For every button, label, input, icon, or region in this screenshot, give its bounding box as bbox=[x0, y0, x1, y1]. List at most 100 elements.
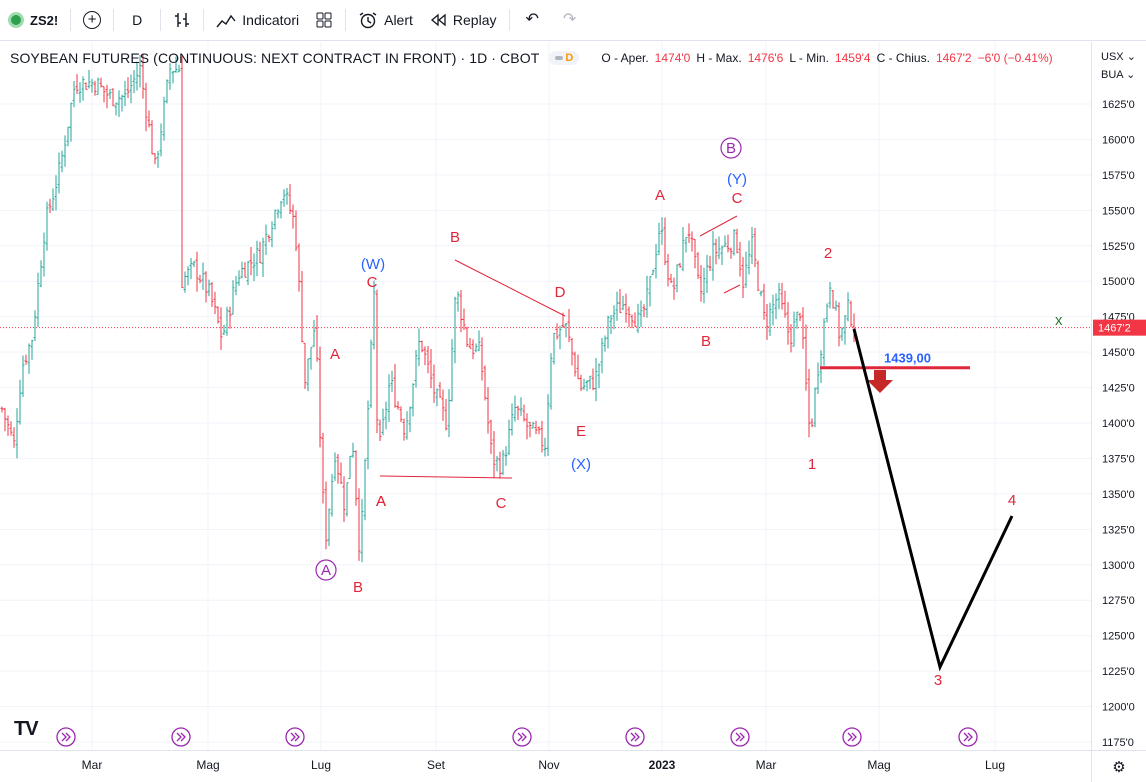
divider bbox=[203, 9, 205, 31]
time-tick-label: Nov bbox=[538, 758, 559, 772]
event-icon-arrows bbox=[290, 732, 300, 742]
last-price-label: 1467'2 bbox=[1098, 323, 1131, 335]
price-tick-label: 1625'0 bbox=[1102, 99, 1135, 111]
indicators-label: Indicatori bbox=[242, 12, 300, 28]
symbol-status-icon bbox=[8, 12, 24, 28]
time-tick-label: Set bbox=[427, 758, 446, 772]
target-level-label: 1439,00 bbox=[884, 351, 931, 366]
alert-button[interactable]: Alert bbox=[350, 0, 421, 41]
undo-icon: ↶ bbox=[525, 11, 539, 28]
x-marker: x bbox=[1055, 312, 1063, 329]
symbol-label: ZS2! bbox=[30, 12, 59, 28]
wave-label-w: (W) bbox=[361, 256, 385, 273]
triangle-lower-line bbox=[379, 475, 513, 479]
interval-button[interactable]: D bbox=[118, 0, 156, 41]
market-status-badge[interactable]: D bbox=[549, 51, 580, 65]
undo-button[interactable]: ↶ bbox=[514, 0, 551, 41]
event-icon-arrows bbox=[517, 732, 527, 742]
open-value: 1474'0 bbox=[654, 51, 691, 65]
event-icon-arrows bbox=[963, 732, 973, 742]
replay-button[interactable]: Replay bbox=[421, 0, 505, 41]
alarm-clock-icon bbox=[359, 12, 377, 29]
currency-label[interactable]: USX ⌄ bbox=[1101, 48, 1136, 66]
wave-label-b1: B bbox=[353, 579, 363, 596]
rewind-icon bbox=[430, 13, 446, 27]
open-label: O - Aper. bbox=[601, 51, 649, 65]
wave-label-n1: 1 bbox=[808, 456, 816, 473]
symbol-description[interactable]: SOYBEAN FUTURES (CONTINUOUS: NEXT CONTRA… bbox=[10, 50, 540, 66]
price-tick-label: 1325'0 bbox=[1102, 524, 1135, 536]
wave-label-a_tri: A bbox=[376, 493, 386, 510]
grid-lines bbox=[0, 42, 1091, 750]
time-tick-label: Mar bbox=[756, 758, 777, 772]
time-tick-label: Mag bbox=[867, 758, 890, 772]
indicators-icon bbox=[216, 14, 236, 28]
channel-lower-line bbox=[723, 284, 741, 294]
chart-type-button[interactable] bbox=[165, 0, 199, 41]
fast-forward-circle-icon[interactable] bbox=[842, 727, 862, 747]
price-bars bbox=[0, 53, 856, 563]
redo-icon: ↷ bbox=[562, 11, 577, 28]
price-tick-label: 1350'0 bbox=[1102, 489, 1135, 501]
price-tick-label: 1450'0 bbox=[1102, 347, 1135, 359]
chart-pane[interactable]: 1439,00 x A B (W) (X) (Y) A C A B B D E A C A B C 1 2 3 4 bbox=[0, 42, 1091, 750]
wave-label-e_tri: E bbox=[576, 423, 586, 440]
status-dot-icon bbox=[555, 56, 564, 60]
redo-button[interactable]: ↷ bbox=[551, 0, 588, 41]
low-value: 1459'4 bbox=[834, 51, 871, 65]
channel-upper-line bbox=[699, 215, 738, 237]
wave-label-c3: C bbox=[732, 190, 743, 207]
wave-label-n3: 3 bbox=[934, 672, 942, 689]
unit-label[interactable]: BUA ⌄ bbox=[1101, 66, 1136, 84]
fast-forward-circle-icon[interactable] bbox=[285, 727, 305, 747]
triangle-upper-line bbox=[454, 259, 566, 317]
time-tick-label: Mag bbox=[196, 758, 219, 772]
wave-label-circ_b: B bbox=[726, 140, 736, 157]
indicators-button[interactable]: Indicatori bbox=[208, 0, 307, 41]
price-tick-label: 1200'0 bbox=[1102, 702, 1135, 714]
fast-forward-circle-icon[interactable] bbox=[56, 727, 76, 747]
alert-label: Alert bbox=[384, 12, 413, 28]
layouts-button[interactable] bbox=[307, 0, 341, 41]
gear-icon: ⚙ bbox=[1112, 758, 1126, 776]
divider bbox=[345, 9, 347, 31]
symbol-search[interactable]: ZS2! bbox=[0, 0, 66, 41]
price-tick-label: 1425'0 bbox=[1102, 383, 1135, 395]
wave-label-b_tri: B bbox=[450, 229, 460, 246]
bars-chart-type-icon bbox=[175, 13, 190, 27]
change-value: −6'0 (−0.41%) bbox=[977, 51, 1053, 65]
price-tick-label: 1400'0 bbox=[1102, 418, 1135, 430]
event-icon-arrows bbox=[847, 732, 857, 742]
chart-settings-button[interactable]: ⚙ bbox=[1091, 750, 1146, 782]
wave-label-a3: A bbox=[655, 187, 665, 204]
interval-label: D bbox=[132, 12, 143, 28]
time-tick-label: Lug bbox=[985, 758, 1005, 772]
time-axis-scale: Mar Mag Lug Set Nov 2023 Mar Mag Lug bbox=[82, 758, 1005, 772]
top-toolbar: ZS2! + D Indicatori Alert Replay ↶ ↷ bbox=[0, 0, 1146, 41]
compare-button[interactable]: + bbox=[75, 0, 109, 41]
wave-label-circle bbox=[720, 137, 742, 159]
wave-label-x: (X) bbox=[571, 456, 591, 473]
price-axis[interactable]: 1625'0 1600'0 1575'0 1550'0 1525'0 1500'0 1475… bbox=[1091, 42, 1146, 750]
price-tick-label: 1575'0 bbox=[1102, 170, 1135, 182]
divider bbox=[113, 9, 115, 31]
event-icon-arrows bbox=[61, 732, 71, 742]
unit-labels[interactable]: USX ⌄ BUA ⌄ bbox=[1101, 48, 1136, 84]
wave-label-circ_a: A bbox=[321, 562, 331, 579]
fast-forward-circle-icon[interactable] bbox=[958, 727, 978, 747]
last-price-tag bbox=[1093, 319, 1146, 336]
fast-forward-circle-icon[interactable] bbox=[730, 727, 750, 747]
time-axis[interactable]: Mar Mag Lug Set Nov 2023 Mar Mag Lug bbox=[0, 750, 1091, 782]
fast-forward-circle-icon[interactable] bbox=[171, 727, 191, 747]
price-tick-label: 1600'0 bbox=[1102, 134, 1135, 146]
fast-forward-circle-icon[interactable] bbox=[512, 727, 532, 747]
tradingview-logo[interactable]: TV bbox=[14, 718, 39, 740]
wave-label-a1: A bbox=[330, 346, 340, 363]
price-axis-scale: 1625'01600'01575'01550'01525'01500'01475… bbox=[1093, 99, 1146, 749]
price-tick-label: 1275'0 bbox=[1102, 595, 1135, 607]
price-tick-label: 1175'0 bbox=[1102, 737, 1134, 749]
fast-forward-circle-icon[interactable] bbox=[625, 727, 645, 747]
event-icon-arrows bbox=[176, 732, 186, 742]
divider bbox=[70, 9, 72, 31]
